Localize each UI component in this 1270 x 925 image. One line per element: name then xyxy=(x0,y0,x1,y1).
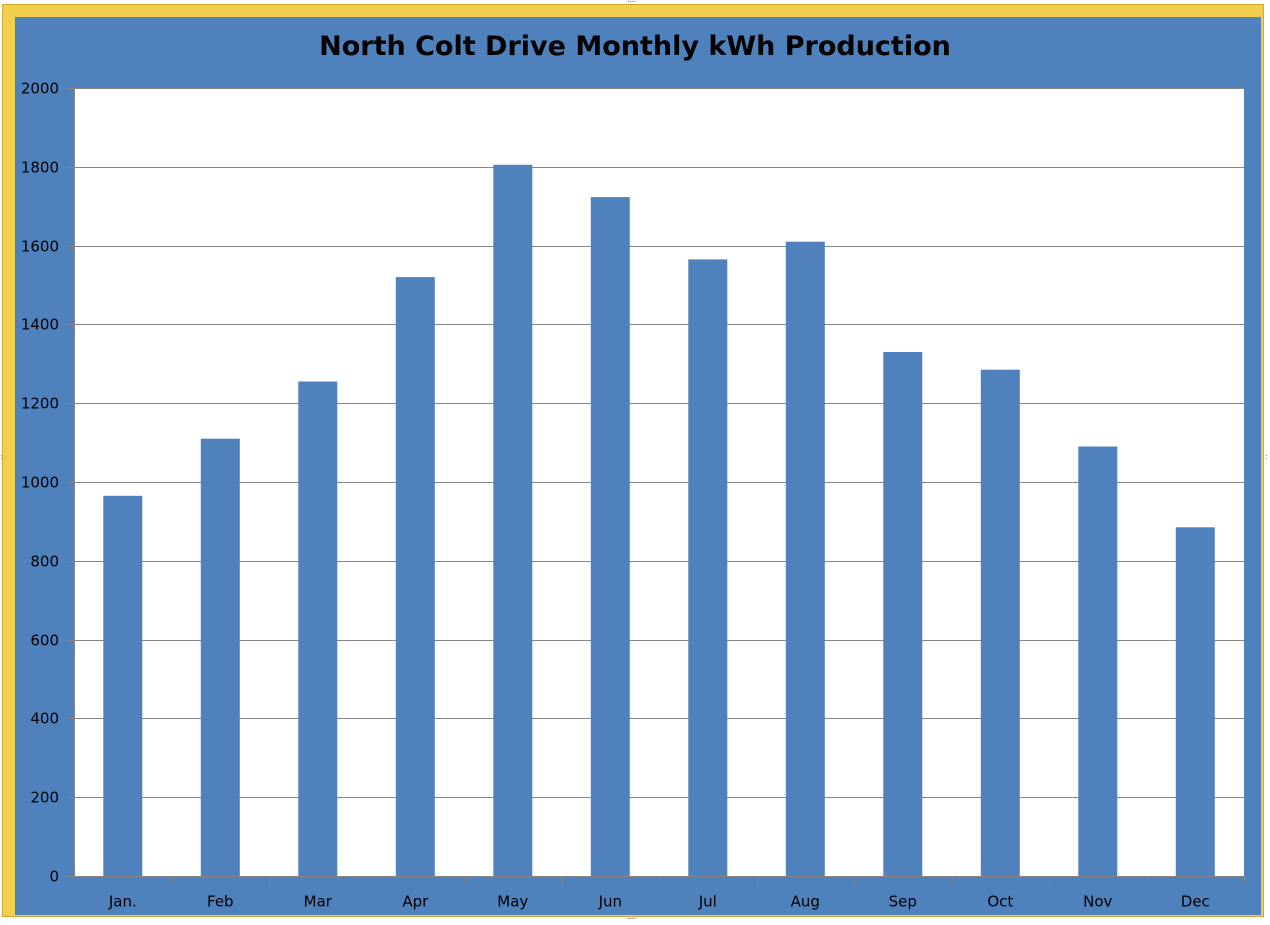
resize-handle-left[interactable]: : xyxy=(0,452,3,461)
y-tick-label: 1600 xyxy=(21,238,59,256)
x-tick-label: Aug xyxy=(791,893,820,911)
bar-aug xyxy=(785,241,825,876)
x-tick-label: Apr xyxy=(402,893,429,911)
x-tick-label: Feb xyxy=(207,893,234,911)
bar-jun xyxy=(590,197,630,877)
bar-nov xyxy=(1078,446,1118,876)
bars xyxy=(103,164,1215,877)
resize-handle-top[interactable]: ···· xyxy=(627,0,637,8)
axes xyxy=(68,88,1245,883)
x-tick-label: Jul xyxy=(698,893,717,911)
y-tick-label: 200 xyxy=(30,789,59,807)
y-tick-label: 0 xyxy=(49,868,59,886)
chart-svg: North Colt Drive Monthly kWh Production … xyxy=(21,31,1245,911)
x-tick-label: Oct xyxy=(987,893,1013,911)
x-tick-label: Jan. xyxy=(108,893,137,911)
resize-handle-right[interactable]: : xyxy=(1265,452,1268,461)
bar-oct xyxy=(980,369,1020,876)
y-tick-label: 800 xyxy=(30,553,59,571)
bar-sep xyxy=(883,352,923,876)
resize-handle-bottom[interactable]: ···· xyxy=(627,914,637,925)
bar-mar xyxy=(298,381,338,876)
bar-feb xyxy=(200,438,240,876)
y-tick-label: 600 xyxy=(30,632,59,650)
bar-apr xyxy=(395,277,435,877)
x-tick-labels: Jan. Feb Mar Apr May Jun Jul Aug Sep Oct Nov Dec xyxy=(108,893,1210,911)
x-tick-label: Nov xyxy=(1083,893,1112,911)
y-tick-label: 1400 xyxy=(21,316,59,334)
y-tick-label: 400 xyxy=(30,710,59,728)
x-tick-label: Mar xyxy=(304,893,333,911)
y-tick-label: 1000 xyxy=(21,474,59,492)
y-tick-label: 2000 xyxy=(21,80,59,98)
bar-dec xyxy=(1175,527,1215,876)
x-tick-label: Dec xyxy=(1181,893,1210,911)
y-tick-label: 1800 xyxy=(21,159,59,177)
chart-frame[interactable]: North Colt Drive Monthly kWh Production … xyxy=(2,4,1264,917)
chart-title: North Colt Drive Monthly kWh Production xyxy=(319,31,951,62)
x-tick-label: May xyxy=(497,893,528,911)
gridlines xyxy=(74,88,1244,798)
bar-jul xyxy=(688,259,728,876)
y-tick-label: 1200 xyxy=(21,395,59,413)
bar-jan xyxy=(103,495,143,876)
y-tick-labels: 0 200 400 600 800 1000 1200 1400 1600 1800 2000 xyxy=(21,80,59,886)
x-tick-label: Jun xyxy=(598,893,622,911)
x-tick-label: Sep xyxy=(889,893,917,911)
chart-area[interactable]: North Colt Drive Monthly kWh Production … xyxy=(15,17,1261,915)
bar-may xyxy=(493,164,533,877)
